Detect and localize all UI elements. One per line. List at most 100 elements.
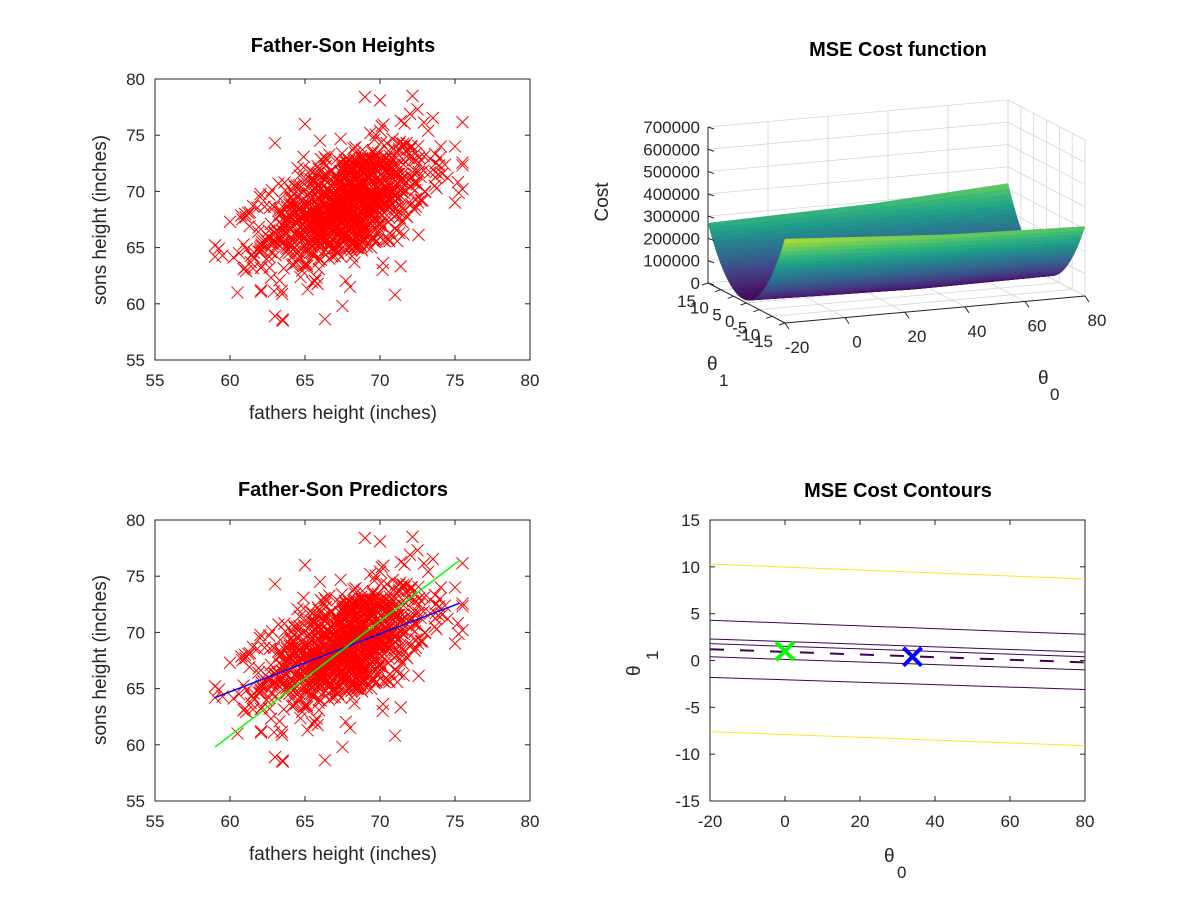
data-point	[336, 299, 349, 313]
data-point	[261, 230, 275, 244]
data-point	[312, 252, 326, 266]
data-point	[288, 180, 302, 194]
y-tick-label: 10	[681, 558, 700, 577]
data-point	[244, 249, 258, 262]
data-point	[417, 116, 431, 129]
data-point	[293, 169, 307, 182]
theta1-subscript: 1	[643, 651, 662, 660]
data-point	[441, 171, 454, 185]
data-point	[263, 201, 277, 214]
data-point	[362, 204, 376, 217]
data-point	[334, 250, 348, 264]
data-point	[426, 111, 440, 125]
data-point	[366, 191, 380, 205]
data-point	[352, 157, 366, 171]
data-point	[294, 230, 308, 243]
data-point	[352, 181, 366, 195]
x-tick-label: 40	[926, 812, 945, 831]
data-point	[374, 136, 388, 149]
data-point	[346, 198, 359, 212]
data-point	[429, 156, 443, 170]
y-tick-label: 60	[126, 736, 145, 755]
data-point	[386, 132, 400, 146]
y-tick-label: 60	[126, 295, 145, 314]
data-point	[280, 201, 294, 214]
z-tick-label: 500000	[643, 163, 700, 182]
data-point	[291, 161, 304, 175]
x-tick-label: 60	[221, 812, 240, 831]
data-point	[310, 271, 323, 284]
chart-title: MSE Cost Contours	[804, 480, 992, 502]
x-tick-label: 20	[851, 812, 870, 831]
data-point	[301, 197, 315, 211]
data-point	[403, 107, 417, 121]
data-point	[254, 285, 268, 298]
data-point	[318, 224, 331, 237]
data-point	[268, 225, 281, 239]
data-point	[251, 225, 265, 239]
z-tick-label: 0	[691, 274, 700, 293]
y-tick-label: -10	[675, 745, 700, 764]
grid-line	[759, 126, 1060, 311]
data-point	[278, 221, 292, 234]
data-point	[337, 164, 351, 178]
x-tick-label: -20	[698, 812, 723, 831]
data-point	[320, 214, 333, 228]
data-point	[393, 135, 407, 149]
x-tick-label: 70	[371, 812, 390, 831]
cost-surface	[707, 183, 1086, 301]
x-tick-label: 65	[296, 812, 315, 831]
y-tick-label: 55	[126, 351, 145, 370]
data-point	[373, 94, 387, 107]
data-point	[364, 153, 378, 167]
data-point	[367, 133, 381, 146]
data-point	[377, 118, 390, 131]
x-tick-label: 40	[968, 322, 987, 341]
data-point	[360, 208, 373, 222]
data-point	[258, 200, 271, 214]
data-point	[390, 157, 404, 170]
data-point	[313, 212, 326, 226]
data-point	[332, 205, 345, 219]
surface-patch	[782, 242, 792, 248]
axis-line	[784, 295, 1086, 324]
z-tick-label: 300000	[643, 207, 700, 226]
data-point	[334, 194, 347, 208]
z-tick-label: 200000	[643, 229, 700, 248]
y-tick-label: -5	[685, 698, 700, 717]
data-point	[356, 233, 370, 247]
y-tick-label: -15	[675, 792, 700, 811]
data-point	[295, 205, 309, 218]
y-tick-label: 80	[126, 511, 145, 530]
data-point	[334, 190, 347, 204]
data-point	[320, 183, 333, 196]
data-point	[448, 140, 462, 153]
x-tick-label: 75	[446, 812, 465, 831]
data-point	[417, 164, 430, 177]
x-tick-label: 65	[296, 371, 315, 390]
chart-title: MSE Cost function	[809, 39, 987, 61]
data-point	[276, 314, 290, 328]
data-point	[344, 195, 358, 209]
data-point	[391, 167, 405, 181]
data-point	[380, 136, 394, 150]
data-point	[394, 260, 408, 273]
data-point	[349, 140, 362, 154]
data-point	[391, 192, 405, 206]
data-point	[290, 212, 304, 226]
data-point	[376, 256, 390, 270]
theta0-subscript: 0	[897, 863, 906, 882]
y-axis-label: sons height (inches)	[90, 135, 111, 305]
theta1-symbol: θ	[707, 354, 718, 375]
data-point	[409, 153, 423, 167]
data-point	[397, 228, 411, 241]
data-point	[253, 245, 267, 259]
data-point	[294, 270, 307, 284]
data-point	[392, 226, 406, 240]
y-tick-label: 0	[691, 652, 700, 671]
data-point	[348, 256, 361, 269]
data-point	[325, 233, 339, 247]
y-tick-label: 70	[126, 182, 145, 201]
data-point	[358, 90, 372, 104]
surface-patch	[775, 261, 786, 266]
